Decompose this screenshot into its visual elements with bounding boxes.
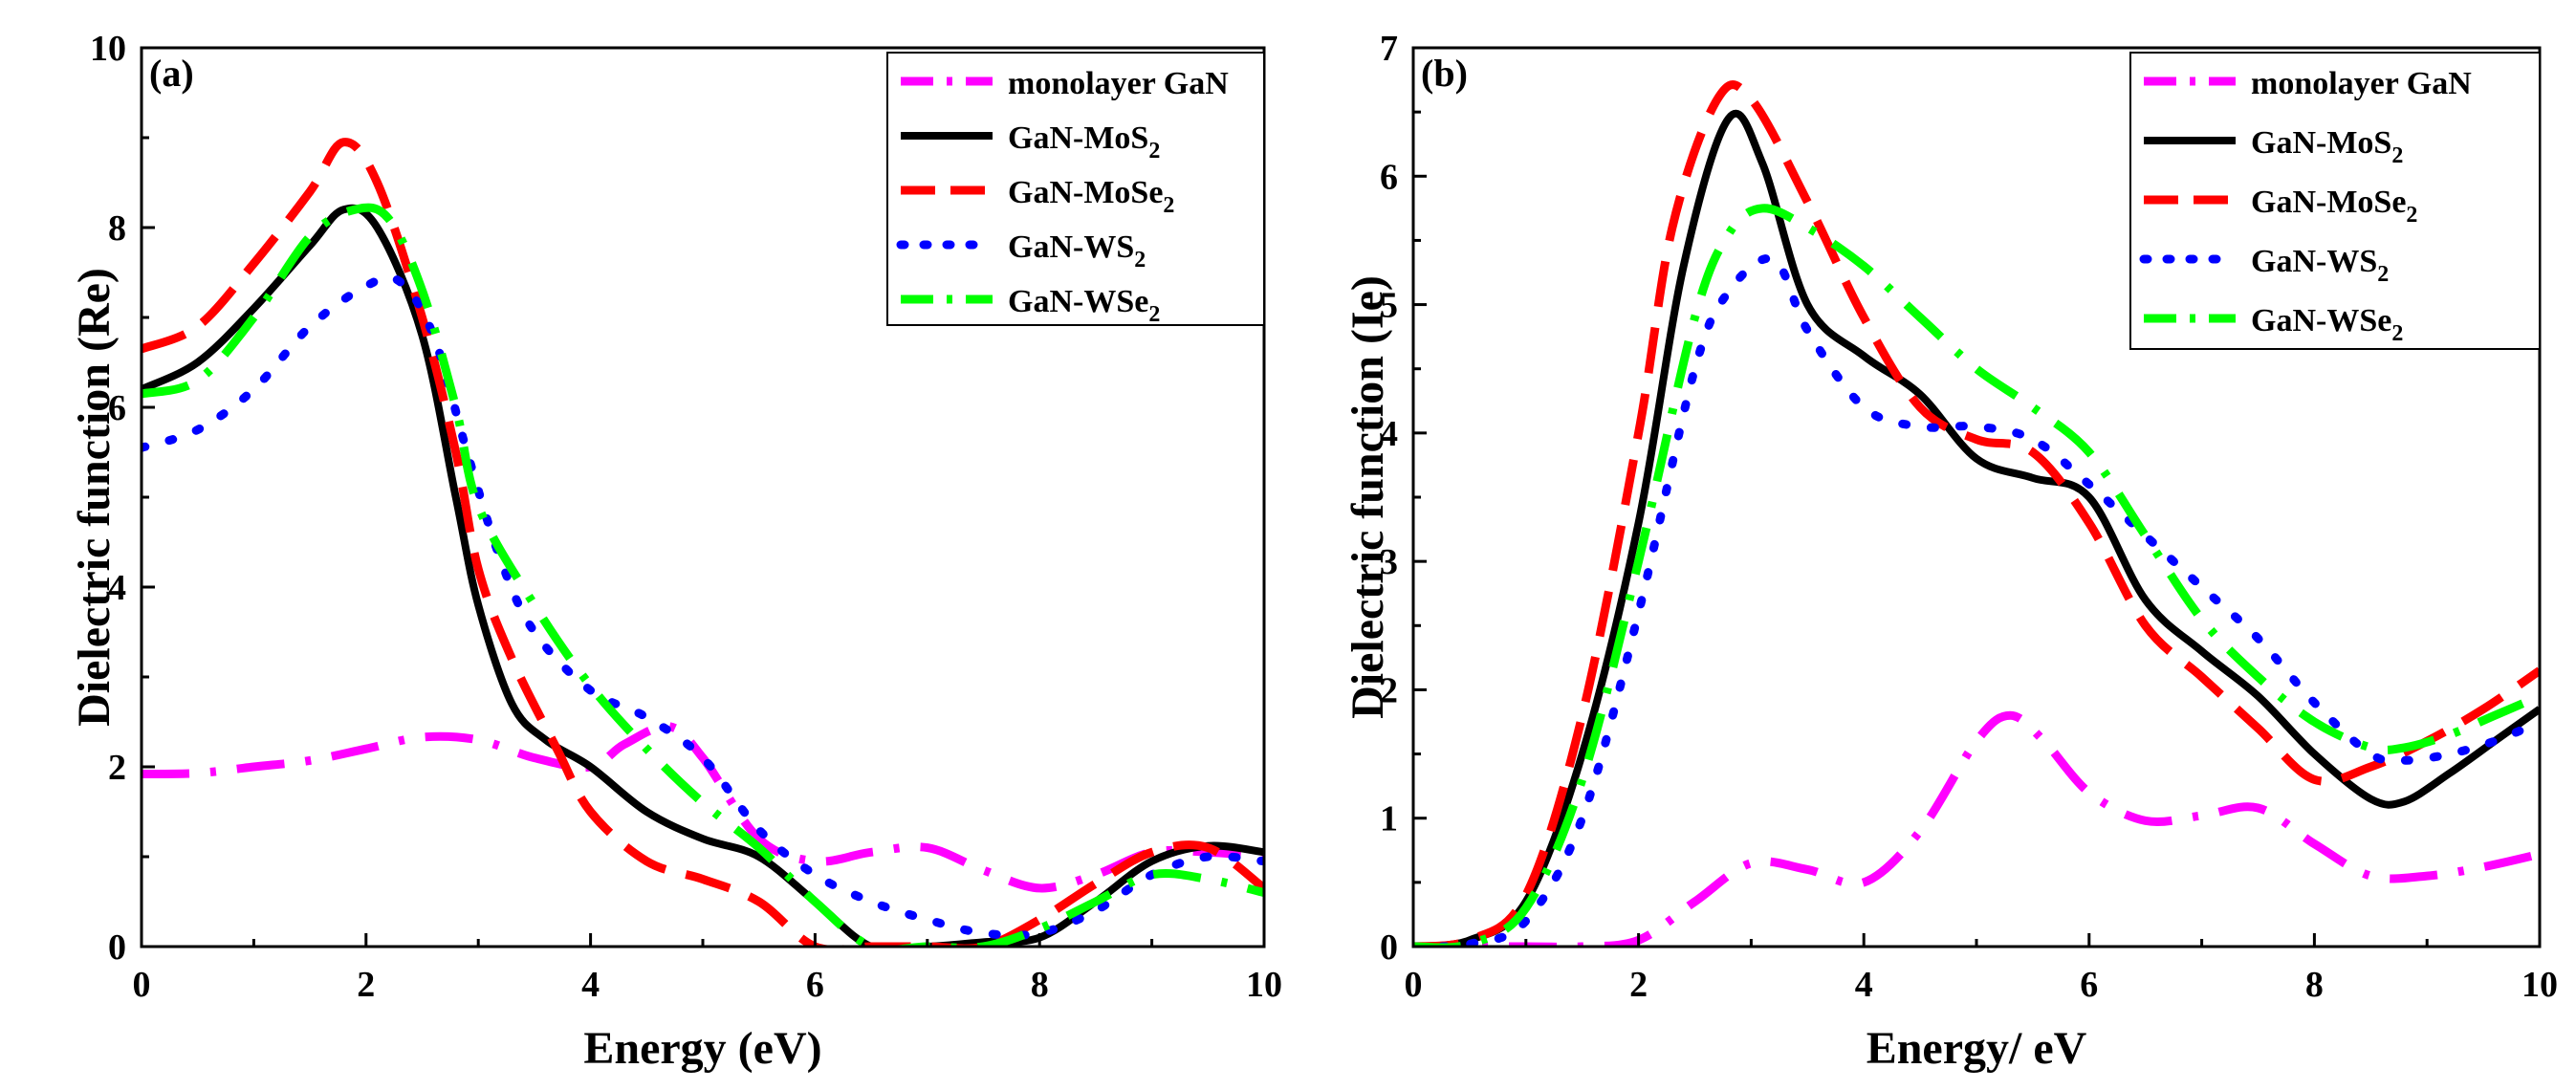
y-axis-label: Dielectric function (Ie) — [1343, 275, 1393, 719]
legend-label-text: monolayer GaN — [2251, 66, 2472, 101]
y-tick-label: 5 — [1380, 286, 1398, 326]
legend-label-subscript: 2 — [2391, 143, 2403, 168]
x-tick-label: 4 — [581, 965, 600, 1005]
y-tick-label: 10 — [90, 29, 126, 69]
chart-panel-a: 0 2 4 6 8 10 0 2 4 6 8 10 Energy (eV) Dielectric func… — [69, 29, 1282, 1074]
y-tick-label: 1 — [1380, 799, 1398, 839]
y-tick-label: 2 — [1380, 670, 1398, 710]
legend-label-text: monolayer GaN — [1008, 66, 1229, 101]
legend-label: GaN-WSe2 — [1008, 284, 1160, 327]
x-tick-label: 10 — [1246, 965, 1282, 1005]
legend-label: GaN-MoSe2 — [1008, 175, 1174, 218]
x-tick-label: 4 — [1855, 965, 1873, 1005]
legend-label-text: GaN-WSe — [2251, 303, 2391, 338]
legend-label-subscript: 2 — [1163, 193, 1174, 218]
legend: monolayer GaNGaN-MoS2GaN-MoSe2GaN-WS2GaN… — [2129, 52, 2541, 350]
x-tick-label: 10 — [2521, 965, 2558, 1005]
y-tick-label: 0 — [1380, 927, 1398, 968]
legend-label-text: GaN-WS — [1008, 229, 1134, 265]
legend-label-text: GaN-WS — [2251, 244, 2377, 279]
series-line-gan-mose2 — [142, 138, 1264, 947]
legend-label-text: GaN-MoSe — [1008, 175, 1163, 210]
y-tick-label: 6 — [1380, 157, 1398, 197]
x-tick-label: 6 — [2080, 965, 2098, 1005]
y-tick-label: 3 — [1380, 542, 1398, 582]
series-group — [1413, 80, 2540, 947]
legend-label: monolayer GaN — [2251, 66, 2472, 101]
y-tick-label: 6 — [108, 388, 126, 428]
legend-label: GaN-WS2 — [2251, 244, 2389, 287]
x-tick-label: 8 — [2305, 965, 2324, 1005]
series-line-gan-mose2 — [1413, 80, 2540, 947]
y-tick-label: 8 — [108, 208, 126, 249]
legend: monolayer GaNGaN-MoS2GaN-MoSe2GaN-WS2GaN… — [886, 52, 1265, 327]
legend-label-subscript: 2 — [2406, 203, 2417, 228]
legend-label: monolayer GaN — [1008, 66, 1229, 101]
series-line-gan-wse2 — [1413, 204, 2540, 947]
y-tick-label: 4 — [108, 568, 126, 608]
y-tick-label: 7 — [1380, 29, 1398, 69]
legend-label: GaN-MoS2 — [1008, 120, 1160, 164]
series-line-monolayer-gan — [1413, 710, 2540, 947]
series-line-monolayer-gan — [142, 722, 1264, 893]
panel-label: (b) — [1421, 52, 1468, 95]
legend-label-text: GaN-MoSe — [2251, 185, 2406, 220]
x-tick-label: 6 — [806, 965, 824, 1005]
legend-label-subscript: 2 — [1134, 248, 1146, 272]
legend-label-text: GaN-MoS — [1008, 120, 1148, 156]
legend-label-subscript: 2 — [1148, 302, 1160, 327]
legend-label-subscript: 2 — [1148, 139, 1160, 164]
chart-panel-b: 0 2 4 6 8 10 0 1 2 3 4 5 6 7 Energy/ eV Dielectric func… — [1343, 29, 2558, 1074]
legend-label-subscript: 2 — [2377, 262, 2389, 287]
panel-label: (a) — [149, 52, 194, 95]
x-tick-label: 0 — [133, 965, 151, 1005]
legend-label: GaN-MoS2 — [2251, 125, 2403, 168]
y-tick-label: 4 — [1380, 414, 1398, 454]
y-axis-label: Dielectric function (Re) — [69, 268, 120, 727]
legend-label: GaN-WSe2 — [2251, 303, 2403, 346]
legend-box — [886, 52, 1265, 326]
x-tick-label: 0 — [1405, 965, 1423, 1005]
x-axis-label: Energy/ eV — [1867, 1023, 2087, 1074]
legend-label-subscript: 2 — [2391, 321, 2403, 346]
series-line-gan-ws2 — [142, 272, 1264, 940]
legend-label-text: GaN-WSe — [1008, 284, 1148, 319]
y-tick-label: 0 — [108, 927, 126, 968]
legend-label: GaN-MoSe2 — [2251, 185, 2417, 228]
legend-label-text: GaN-MoS — [2251, 125, 2391, 161]
legend-label: GaN-WS2 — [1008, 229, 1146, 272]
x-tick-label: 2 — [1629, 965, 1648, 1005]
x-tick-label: 8 — [1031, 965, 1049, 1005]
x-tick-label: 2 — [357, 965, 375, 1005]
y-tick-label: 2 — [108, 748, 126, 788]
series-line-gan-wse2 — [142, 203, 1264, 947]
x-axis-label: Energy (eV) — [583, 1023, 821, 1074]
